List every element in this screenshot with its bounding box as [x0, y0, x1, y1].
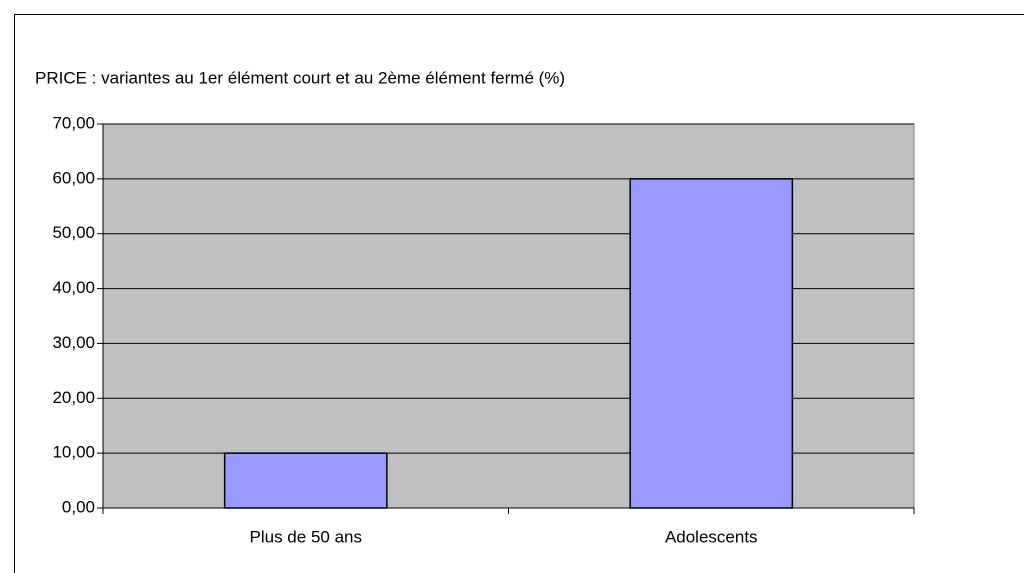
y-tick-label: 20,00 — [52, 388, 95, 407]
x-tick-label: Plus de 50 ans — [250, 527, 362, 546]
x-tick-label: Adolescents — [665, 527, 758, 546]
y-tick-label: 30,00 — [52, 333, 95, 352]
chart-title: PRICE : variantes au 1er élément court e… — [35, 68, 565, 87]
y-tick-label: 10,00 — [52, 443, 95, 462]
y-tick-label: 0,00 — [62, 497, 95, 516]
y-tick-label: 60,00 — [52, 168, 95, 187]
y-tick-label: 50,00 — [52, 223, 95, 242]
y-tick-label: 40,00 — [52, 278, 95, 297]
bar — [223, 452, 388, 509]
bar — [629, 178, 794, 509]
y-tick-label: 70,00 — [52, 113, 95, 132]
